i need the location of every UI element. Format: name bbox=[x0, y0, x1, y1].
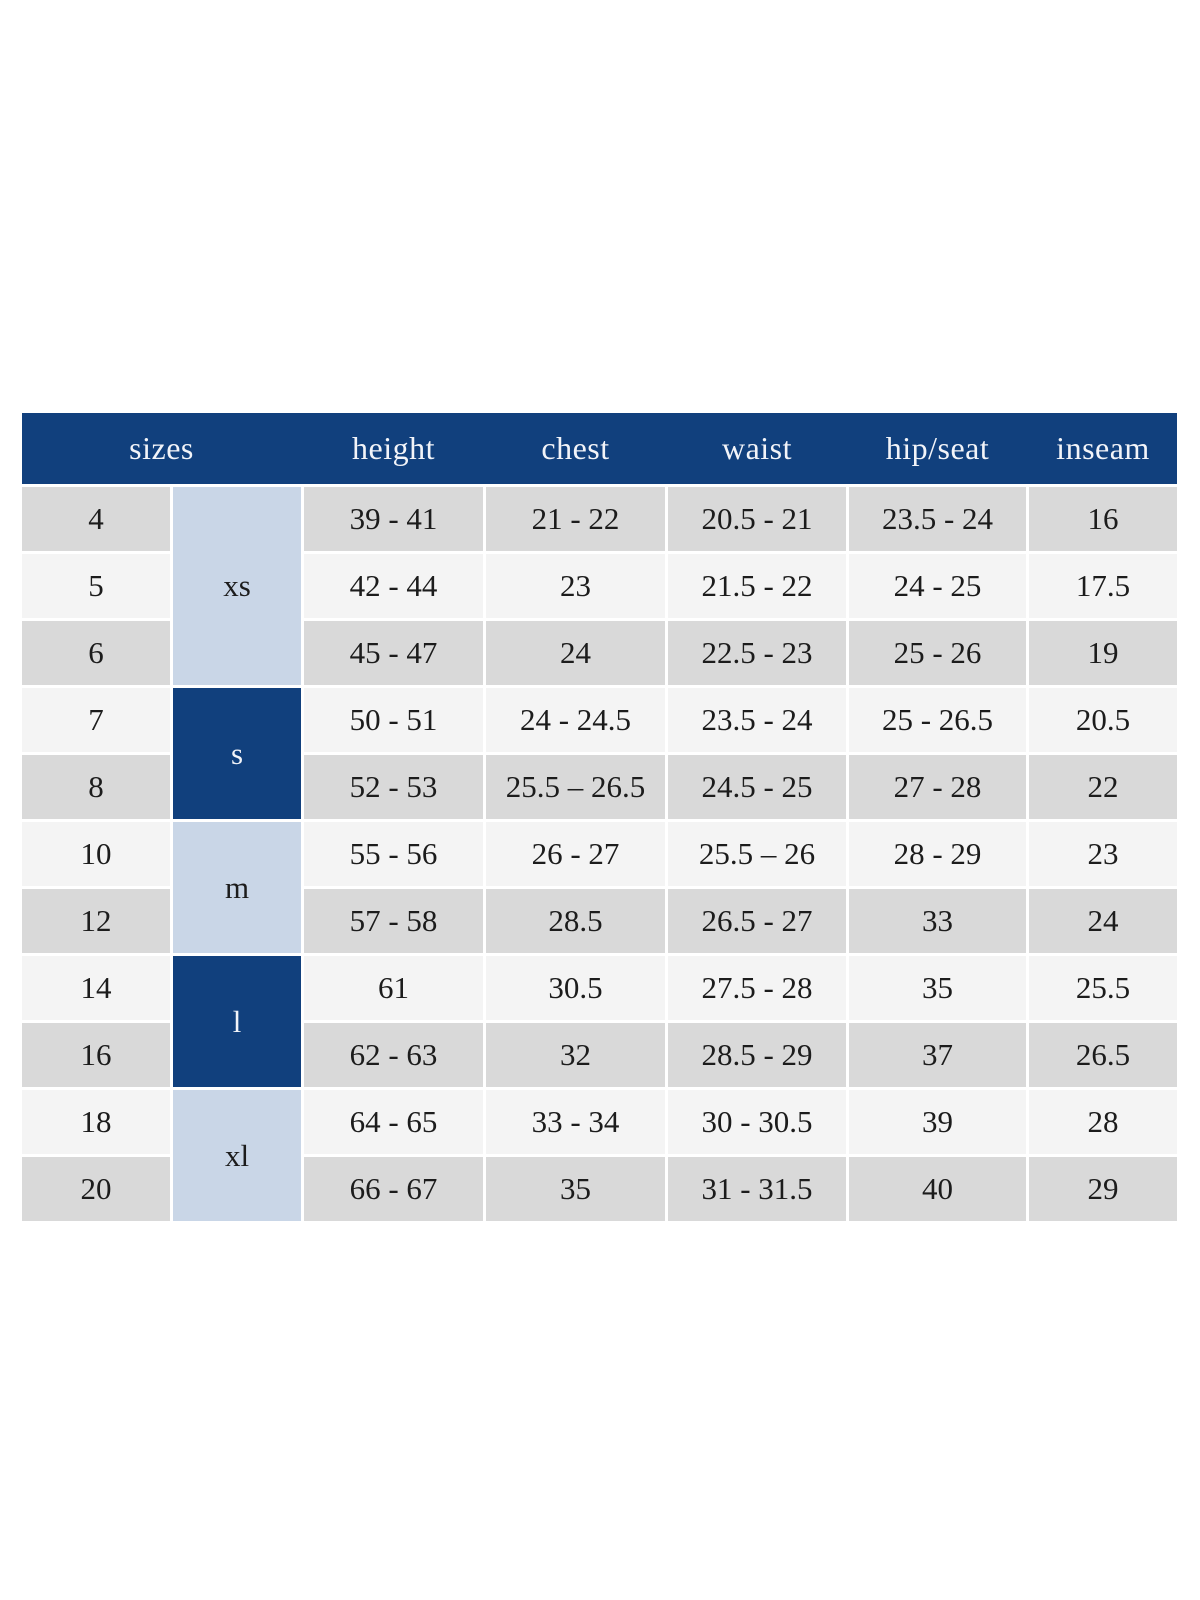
chest-cell: 21 - 22 bbox=[486, 487, 665, 551]
table-body: 4 xs 39 - 41 21 - 22 20.5 - 21 23.5 - 24… bbox=[22, 487, 1177, 1221]
waist-cell: 26.5 - 27 bbox=[668, 889, 846, 953]
chest-cell: 24 - 24.5 bbox=[486, 688, 665, 752]
hip-seat-cell: 25 - 26 bbox=[849, 621, 1026, 685]
hip-seat-cell: 24 - 25 bbox=[849, 554, 1026, 618]
column-header-chest: chest bbox=[541, 430, 610, 466]
hip-seat-cell: 39 bbox=[849, 1090, 1026, 1154]
waist-cell: 23.5 - 24 bbox=[668, 688, 846, 752]
inseam-cell: 26.5 bbox=[1029, 1023, 1177, 1087]
hip-seat-cell: 37 bbox=[849, 1023, 1026, 1087]
hip-seat-cell: 35 bbox=[849, 956, 1026, 1020]
height-cell: 57 - 58 bbox=[304, 889, 483, 953]
chest-cell: 35 bbox=[486, 1157, 665, 1221]
inseam-cell: 17.5 bbox=[1029, 554, 1177, 618]
chest-cell: 25.5 – 26.5 bbox=[486, 755, 665, 819]
size-cell: 10 bbox=[22, 822, 170, 886]
inseam-cell: 16 bbox=[1029, 487, 1177, 551]
height-cell: 39 - 41 bbox=[304, 487, 483, 551]
size-cell: 18 bbox=[22, 1090, 170, 1154]
column-header-height: height bbox=[352, 430, 435, 466]
height-cell: 55 - 56 bbox=[304, 822, 483, 886]
height-cell: 50 - 51 bbox=[304, 688, 483, 752]
inseam-cell: 23 bbox=[1029, 822, 1177, 886]
size-group-xl: xl bbox=[173, 1090, 301, 1221]
height-cell: 61 bbox=[304, 956, 483, 1020]
chest-cell: 30.5 bbox=[486, 956, 665, 1020]
size-cell: 12 bbox=[22, 889, 170, 953]
waist-cell: 31 - 31.5 bbox=[668, 1157, 846, 1221]
chest-cell: 23 bbox=[486, 554, 665, 618]
size-cell: 14 bbox=[22, 956, 170, 1020]
height-cell: 45 - 47 bbox=[304, 621, 483, 685]
chest-cell: 26 - 27 bbox=[486, 822, 665, 886]
hip-seat-cell: 33 bbox=[849, 889, 1026, 953]
chest-cell: 33 - 34 bbox=[486, 1090, 665, 1154]
inseam-cell: 22 bbox=[1029, 755, 1177, 819]
inseam-cell: 20.5 bbox=[1029, 688, 1177, 752]
size-group-xs: xs bbox=[173, 487, 301, 685]
waist-cell: 22.5 - 23 bbox=[668, 621, 846, 685]
size-cell: 16 bbox=[22, 1023, 170, 1087]
waist-cell: 20.5 - 21 bbox=[668, 487, 846, 551]
height-cell: 64 - 65 bbox=[304, 1090, 483, 1154]
table-header-row: sizes height chest waist hip/seat inseam bbox=[22, 413, 1177, 484]
waist-cell: 27.5 - 28 bbox=[668, 956, 846, 1020]
chest-cell: 32 bbox=[486, 1023, 665, 1087]
size-cell: 4 bbox=[22, 487, 170, 551]
column-header-inseam: inseam bbox=[1056, 430, 1150, 466]
height-cell: 66 - 67 bbox=[304, 1157, 483, 1221]
hip-seat-cell: 25 - 26.5 bbox=[849, 688, 1026, 752]
size-chart-table: sizes height chest waist hip/seat inseam… bbox=[22, 413, 1177, 1221]
waist-cell: 24.5 - 25 bbox=[668, 755, 846, 819]
size-cell: 5 bbox=[22, 554, 170, 618]
height-cell: 62 - 63 bbox=[304, 1023, 483, 1087]
inseam-cell: 25.5 bbox=[1029, 956, 1177, 1020]
waist-cell: 21.5 - 22 bbox=[668, 554, 846, 618]
height-cell: 52 - 53 bbox=[304, 755, 483, 819]
size-cell: 7 bbox=[22, 688, 170, 752]
inseam-cell: 19 bbox=[1029, 621, 1177, 685]
hip-seat-cell: 27 - 28 bbox=[849, 755, 1026, 819]
chest-cell: 28.5 bbox=[486, 889, 665, 953]
size-cell: 6 bbox=[22, 621, 170, 685]
hip-seat-cell: 23.5 - 24 bbox=[849, 487, 1026, 551]
size-group-m: m bbox=[173, 822, 301, 953]
column-header-sizes: sizes bbox=[129, 430, 194, 466]
column-header-waist: waist bbox=[721, 430, 793, 466]
waist-cell: 30 - 30.5 bbox=[668, 1090, 846, 1154]
hip-seat-cell: 40 bbox=[849, 1157, 1026, 1221]
inseam-cell: 29 bbox=[1029, 1157, 1177, 1221]
waist-cell: 25.5 – 26 bbox=[668, 822, 846, 886]
waist-cell: 28.5 - 29 bbox=[668, 1023, 846, 1087]
height-cell: 42 - 44 bbox=[304, 554, 483, 618]
chest-cell: 24 bbox=[486, 621, 665, 685]
inseam-cell: 28 bbox=[1029, 1090, 1177, 1154]
size-group-s: s bbox=[173, 688, 301, 819]
inseam-cell: 24 bbox=[1029, 889, 1177, 953]
size-cell: 20 bbox=[22, 1157, 170, 1221]
column-header-hip-seat: hip/seat bbox=[885, 430, 990, 466]
hip-seat-cell: 28 - 29 bbox=[849, 822, 1026, 886]
size-group-l: l bbox=[173, 956, 301, 1087]
size-cell: 8 bbox=[22, 755, 170, 819]
